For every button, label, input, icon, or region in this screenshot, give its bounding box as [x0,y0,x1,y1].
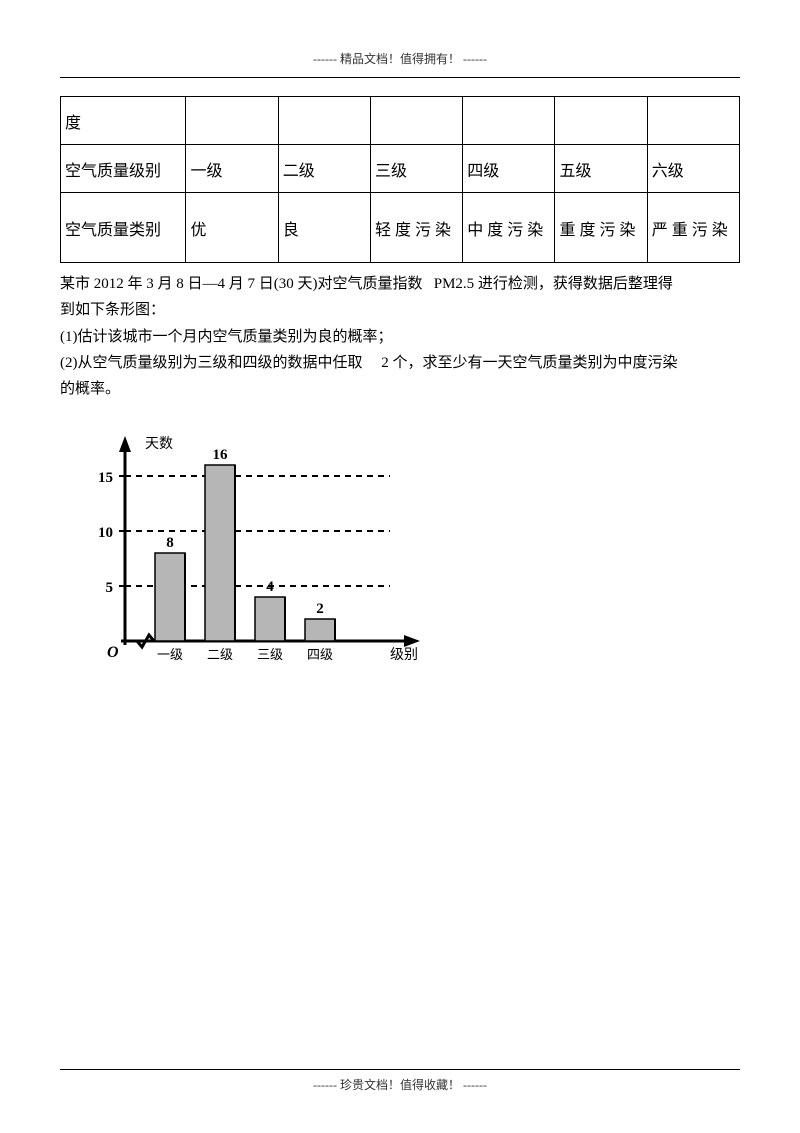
svg-text:天数: 天数 [145,436,173,452]
chart-svg: 5 10 15 8 一级 16 二级 4 三级 2 四级 O 天数级别 [70,416,440,676]
cell: 良 [278,193,370,263]
footer-rule [60,1069,740,1070]
svg-text:2: 2 [316,601,324,617]
cell: 二级 [278,145,370,193]
cell: 四级 [463,145,555,193]
text: (1)估计该城市一个月内空气质量类别为良的概率； [60,329,393,345]
cell [647,97,739,145]
cell: 三级 [370,145,462,193]
cell: 一级 [186,145,278,193]
header-rule [60,77,740,78]
table-row: 空气质量级别 一级 二级 三级 四级 五级 六级 [61,145,740,193]
cell [186,97,278,145]
svg-text:10: 10 [98,525,113,541]
table-row: 度 [61,97,740,145]
svg-text:四级: 四级 [307,647,333,662]
svg-text:4: 4 [266,579,274,595]
cell: 空气质量类别 [61,193,186,263]
svg-text:15: 15 [98,470,113,486]
svg-text:一级: 一级 [157,647,183,662]
cell: 六级 [647,145,739,193]
svg-text:5: 5 [106,580,114,596]
text: (2)从空气质量级别为三级和四级的数据中任取 [60,355,363,371]
problem-text: 某市 2012 年 3 月 8 日—4 月 7 日(30 天)对空气质量指数 P… [60,271,740,402]
svg-text:级别: 级别 [390,647,418,663]
cell [370,97,462,145]
bar-chart: 5 10 15 8 一级 16 二级 4 三级 2 四级 O 天数级别 [70,416,740,676]
cell: 五级 [555,145,647,193]
svg-text:16: 16 [213,447,229,463]
cell: 空气质量级别 [61,145,186,193]
text: PM2.5 进行检测，获得数据后整理得 [434,276,673,292]
page-header: ------ 精品文档！值得拥有！ ------ [60,50,740,67]
page-footer: ------ 珍贵文档！值得收藏！ ------ [0,1076,800,1093]
svg-text:O: O [107,644,119,661]
cell: 度 [61,97,186,145]
cell [463,97,555,145]
air-quality-table: 度 空气质量级别 一级 二级 三级 四级 五级 六级 空气质量类别 优 良 轻度… [60,96,740,263]
text: 的概率。 [60,381,120,397]
svg-text:三级: 三级 [257,647,283,662]
svg-text:8: 8 [166,535,174,551]
svg-text:二级: 二级 [207,647,233,662]
cell: 轻度污染 [370,193,462,263]
text: 某市 2012 年 3 月 8 日—4 月 7 日(30 天)对空气质量指数 [60,276,423,292]
text: 到如下条形图： [60,302,165,318]
cell [278,97,370,145]
cell: 严重污染 [647,193,739,263]
cell: 优 [186,193,278,263]
cell: 重度污染 [555,193,647,263]
cell [555,97,647,145]
table-row: 空气质量类别 优 良 轻度污染 中度污染 重度污染 严重污染 [61,193,740,263]
cell: 中度污染 [463,193,555,263]
text: 2 个，求至少有一天空气质量类别为中度污染 [381,355,677,371]
